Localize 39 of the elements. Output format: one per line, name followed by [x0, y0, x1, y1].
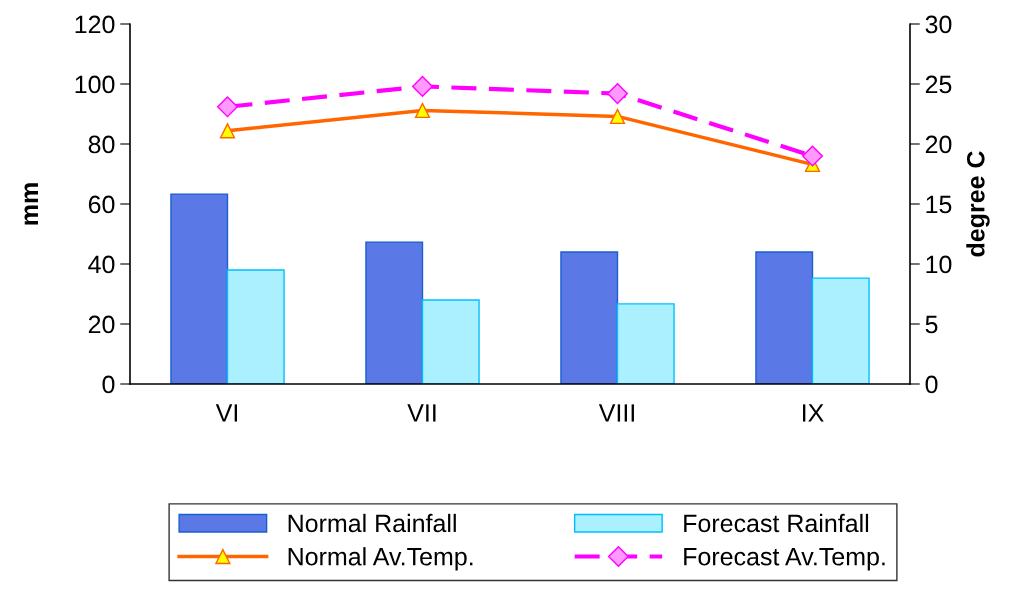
y2-axis-title: degree C — [966, 151, 990, 257]
legend-label: Normal Rainfall — [288, 513, 456, 533]
point — [219, 123, 236, 139]
bar — [421, 299, 480, 384]
legend-label: Forecast Av.Temp. — [684, 548, 885, 571]
x-tick-label: VII — [407, 404, 436, 422]
y-tick-label: 40 — [88, 255, 115, 274]
y-axis-title: mm — [24, 183, 38, 225]
point — [801, 145, 824, 167]
legend-label: Normal Av.Temp. — [288, 547, 473, 571]
y2-tick-label: 25 — [925, 75, 952, 94]
bar — [616, 303, 675, 384]
y-tick-label: 80 — [88, 135, 115, 154]
x-tick-label: IX — [803, 404, 824, 422]
bar — [226, 269, 285, 384]
y-tick-label: 0 — [102, 375, 115, 394]
bar — [560, 251, 619, 384]
point — [606, 83, 629, 105]
y2-tick-label: 10 — [926, 255, 952, 274]
bar — [755, 251, 814, 384]
point — [414, 102, 431, 119]
point — [216, 96, 239, 118]
y2-tick-label: 20 — [925, 135, 952, 154]
point — [411, 75, 434, 97]
bar — [811, 277, 870, 384]
y2-tick-label: 5 — [925, 315, 938, 334]
x-tick-label: VIII — [598, 404, 634, 422]
y2-tick-label: 30 — [925, 15, 952, 34]
y2-tick-label: 15 — [926, 195, 952, 214]
bar — [365, 241, 424, 384]
point — [609, 108, 626, 125]
y-tick-label: 100 — [75, 75, 115, 94]
bar — [170, 193, 229, 384]
y-tick-label: 20 — [88, 315, 115, 334]
legend-label: Forecast Rainfall — [684, 513, 869, 533]
x-tick-label: VI — [215, 404, 237, 422]
y-tick-label: 60 — [88, 195, 115, 214]
y-tick-label: 120 — [75, 15, 115, 34]
y2-tick-label: 0 — [925, 375, 938, 394]
